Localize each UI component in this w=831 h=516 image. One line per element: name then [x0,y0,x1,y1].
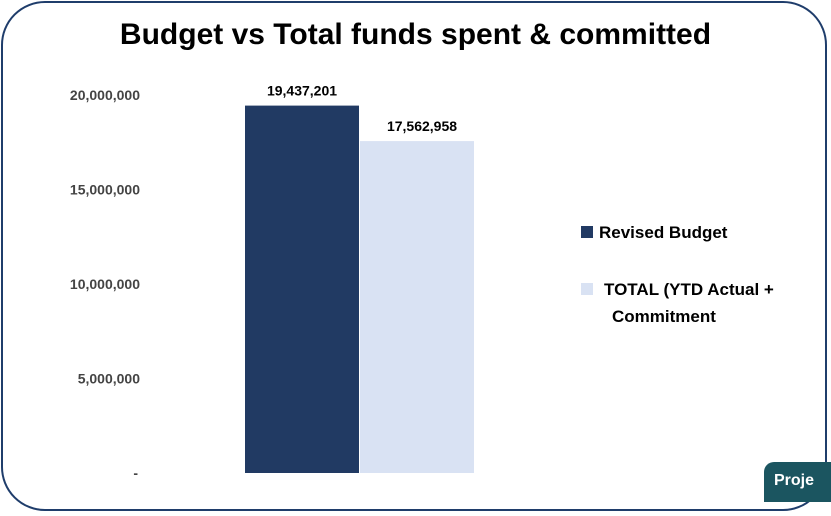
bars [245,105,474,473]
bar-revised-budget [245,105,359,473]
project-badge[interactable]: Proje [764,462,831,502]
y-axis: - 5,000,000 10,000,000 15,000,000 20,000,000 [70,87,140,481]
y-tick-label: 5,000,000 [78,371,140,387]
legend-label-revised-budget: Revised Budget [599,223,728,242]
y-tick-label: - [133,465,138,481]
y-tick-label: 10,000,000 [70,276,140,292]
legend-label-total-line1: TOTAL (YTD Actual + [604,280,774,299]
data-label: 17,562,958 [387,118,457,134]
legend-swatch-total [581,283,593,295]
data-labels: 19,437,201 17,562,958 [267,83,457,135]
data-label: 19,437,201 [267,83,337,99]
bar-total [360,141,474,473]
y-tick-label: 15,000,000 [70,182,140,198]
legend-label-total-line2: Commitment [612,307,716,326]
chart-title: Budget vs Total funds spent & committed [119,18,712,51]
legend: Revised Budget TOTAL (YTD Actual + Commi… [581,223,774,326]
legend-swatch-revised-budget [581,226,593,238]
y-tick-label: 20,000,000 [70,87,140,103]
